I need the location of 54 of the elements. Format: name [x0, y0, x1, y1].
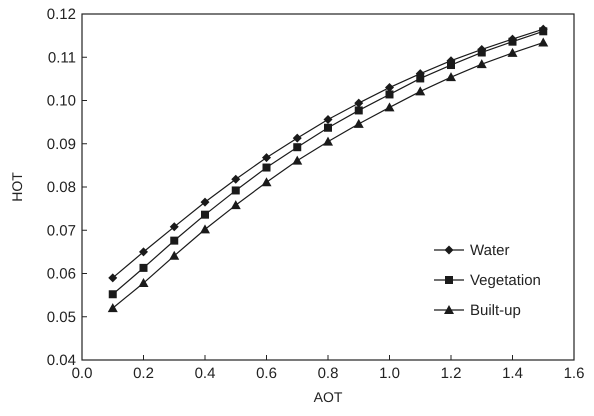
point [201, 210, 209, 219]
point [200, 198, 210, 207]
point [170, 222, 179, 232]
y-tick-label: 0.10 [46, 92, 76, 110]
point [230, 200, 241, 210]
legend-label: Vegetation [470, 272, 541, 289]
x-tick-label: 1.6 [564, 365, 584, 382]
point [232, 186, 240, 194]
point [262, 177, 272, 186]
x-tick-label: 0.4 [194, 365, 216, 382]
point [415, 86, 426, 96]
y-tick-label: 0.07 [46, 222, 76, 240]
y-tick-label: 0.12 [46, 6, 76, 23]
point [446, 72, 456, 82]
point [108, 303, 118, 312]
x-tick-label: 0.2 [133, 365, 154, 382]
y-tick-label: 0.05 [46, 308, 76, 326]
point [200, 224, 210, 234]
x-tick-label: 1.0 [379, 365, 400, 382]
point [324, 115, 332, 124]
x-tick-label: 1.4 [502, 365, 523, 382]
point [354, 106, 363, 114]
y-tick-label: 0.11 [48, 49, 76, 66]
point [262, 153, 271, 162]
x-axis-title: AOT [314, 389, 343, 405]
y-tick-label: 0.08 [46, 179, 76, 196]
point [538, 38, 548, 47]
point [386, 90, 394, 98]
point [292, 156, 302, 165]
point [138, 278, 148, 288]
point [170, 236, 178, 245]
point [139, 247, 148, 256]
point [169, 250, 180, 260]
point [476, 59, 487, 68]
point [108, 273, 118, 282]
point [140, 264, 148, 272]
point [231, 174, 240, 184]
x-tick-label: 0.6 [256, 365, 277, 382]
legend-label: Built-up [470, 302, 521, 319]
y-tick-label: 0.09 [46, 136, 76, 153]
x-tick-label: 0.8 [318, 365, 338, 382]
legend-label: Water [470, 242, 510, 259]
point [508, 48, 518, 57]
x-tick-label: 1.2 [440, 365, 462, 382]
point [384, 102, 394, 112]
point [323, 136, 333, 146]
y-tick-label: 0.06 [46, 266, 76, 282]
y-axis-title: HOT [9, 172, 25, 202]
point [292, 134, 302, 143]
point [293, 143, 302, 152]
point [354, 118, 364, 128]
point [108, 290, 117, 298]
point [262, 164, 270, 172]
point [324, 124, 332, 132]
